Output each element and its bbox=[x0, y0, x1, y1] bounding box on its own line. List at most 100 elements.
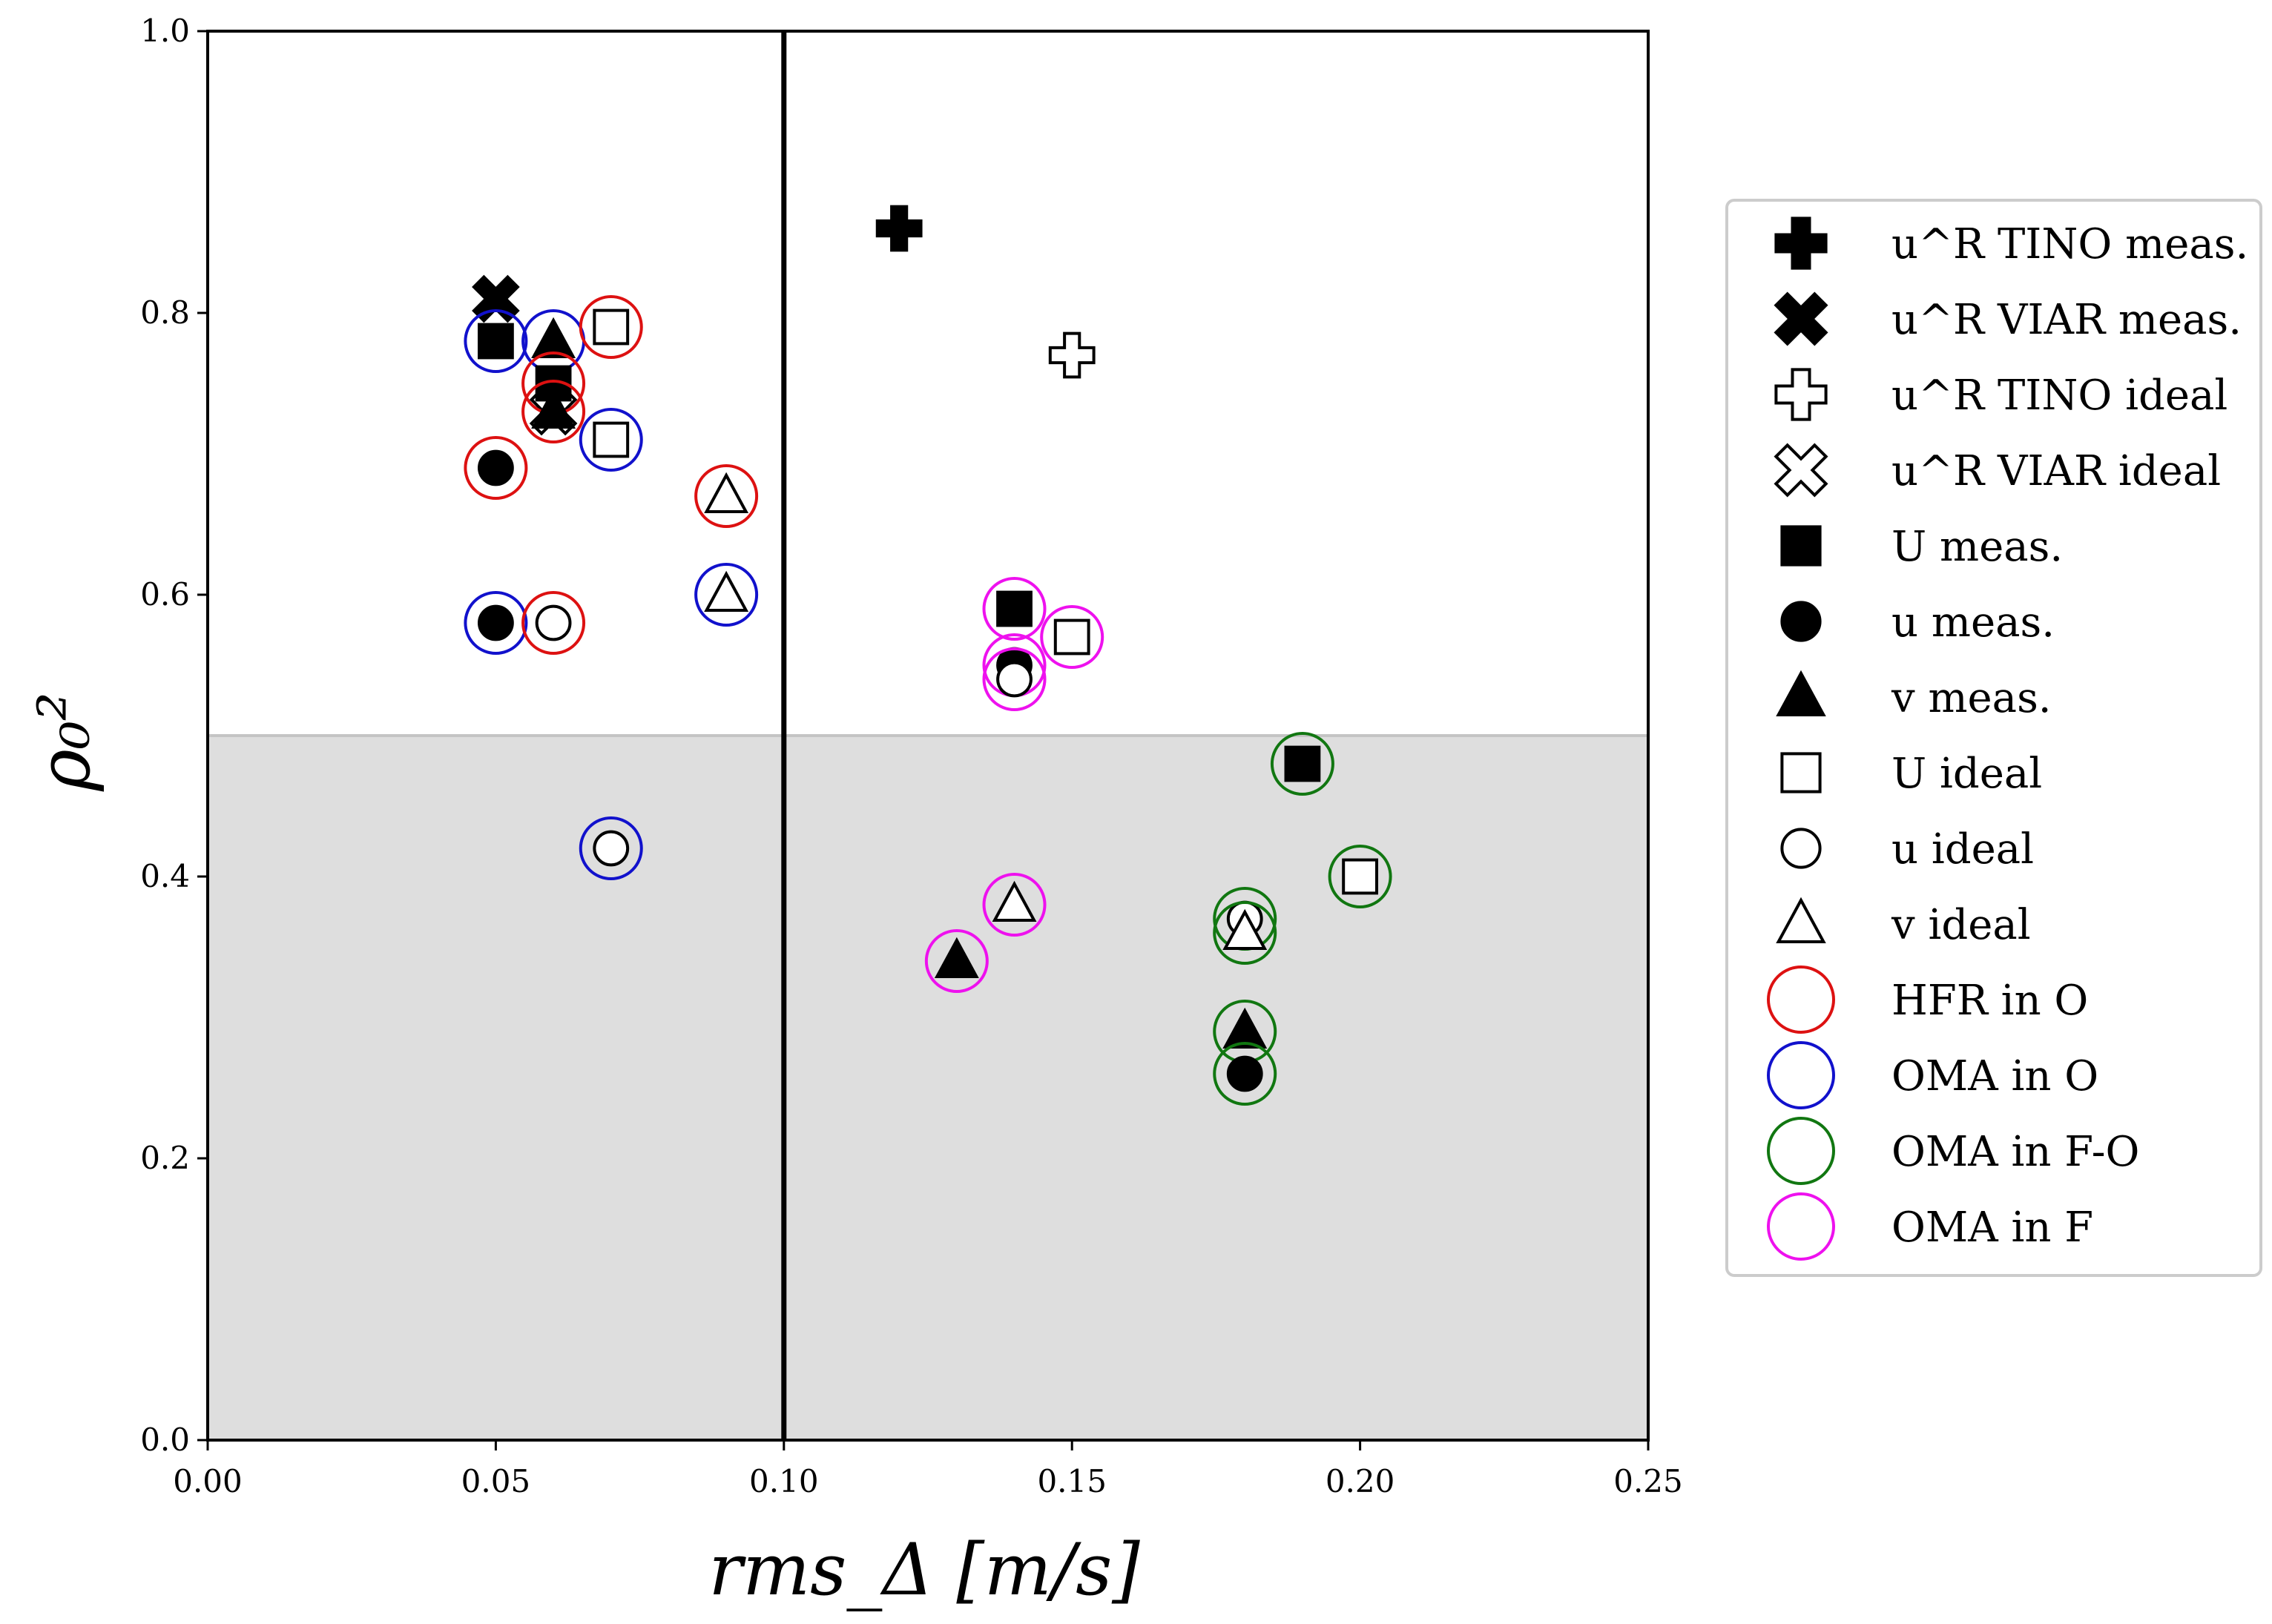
data-point bbox=[694, 464, 759, 528]
point-marker-v_ideal bbox=[1222, 908, 1268, 950]
x-tick-label: 0.15 bbox=[1037, 1463, 1107, 1499]
data-point bbox=[1270, 732, 1334, 796]
data-point bbox=[521, 380, 586, 443]
data-point bbox=[464, 309, 528, 373]
y-tick-label: 0.0 bbox=[140, 1422, 190, 1458]
point-ring-OMA_O bbox=[464, 591, 528, 655]
data-point bbox=[579, 295, 643, 359]
point-marker-u_meas bbox=[478, 449, 514, 486]
legend-ring-OMA_F bbox=[1767, 1192, 1835, 1261]
point-ring-OMA_F bbox=[982, 873, 1047, 937]
point-marker-u_ideal bbox=[593, 830, 630, 867]
point-ring-HFR_O bbox=[579, 295, 643, 359]
point-ring-HFR_O bbox=[694, 464, 759, 528]
data-point bbox=[521, 591, 586, 655]
shaded-region bbox=[208, 736, 1648, 1440]
point-marker-v_meas bbox=[531, 317, 576, 358]
y-tick-label: 0.6 bbox=[140, 576, 190, 613]
point-ring-OMA_O bbox=[694, 563, 759, 627]
legend: u^R TINO meas. u^R VIAR meas. u^R TINO ide… bbox=[1725, 199, 2262, 1277]
point-ring-OMA_FO bbox=[1328, 845, 1392, 908]
point-marker-tino_meas bbox=[875, 205, 923, 252]
point-marker-u_ideal bbox=[996, 661, 1033, 698]
point-ring-HFR_O bbox=[521, 591, 586, 655]
legend-item: u^R VIAR ideal bbox=[1774, 443, 2221, 498]
legend-label: HFR in O bbox=[1891, 977, 2088, 1025]
legend-label: u^R TINO ideal bbox=[1891, 372, 2227, 420]
point-marker-v_meas bbox=[934, 937, 979, 978]
point-marker-u_meas bbox=[1226, 1055, 1263, 1092]
point-ring-OMA_F bbox=[982, 577, 1047, 641]
data-point bbox=[1328, 845, 1392, 908]
data-point bbox=[579, 816, 643, 880]
point-marker-v_meas bbox=[1222, 1007, 1268, 1049]
legend-marker-U_ideal bbox=[1780, 752, 1822, 793]
legend-item: OMA in F bbox=[1767, 1192, 2093, 1261]
legend-item: u^R VIAR meas. bbox=[1774, 291, 2242, 346]
data-point bbox=[982, 647, 1047, 711]
legend-marker-u_ideal bbox=[1780, 828, 1822, 869]
x-tick-label: 0.00 bbox=[173, 1463, 243, 1499]
point-marker-U_meas bbox=[996, 590, 1033, 627]
legend-label: OMA in O bbox=[1891, 1052, 2098, 1100]
point-ring-OMA_FO bbox=[1213, 901, 1277, 965]
legend-label: U ideal bbox=[1891, 750, 2042, 798]
point-ring-OMA_O bbox=[579, 816, 643, 880]
data-point bbox=[924, 929, 989, 993]
point-ring-OMA_O bbox=[464, 309, 528, 373]
legend-ring-HFR_O bbox=[1767, 966, 1835, 1034]
data-point bbox=[464, 591, 528, 655]
legend-item: U meas. bbox=[1780, 523, 2063, 571]
legend-marker-tino_ideal bbox=[1774, 368, 1828, 421]
point-marker-v_ideal bbox=[704, 570, 749, 612]
point-marker-u_meas bbox=[478, 604, 514, 641]
legend-label: v ideal bbox=[1891, 901, 2031, 949]
point-ring-OMA_FO bbox=[1270, 732, 1334, 796]
point-marker-v_meas bbox=[531, 387, 576, 429]
legend-item: v ideal bbox=[1776, 897, 2031, 949]
legend-label: U meas. bbox=[1891, 523, 2063, 571]
legend-item: v meas. bbox=[1776, 670, 2052, 722]
x-axis-label: rms_Δ [m/s] bbox=[708, 1528, 1140, 1611]
data-point bbox=[1213, 901, 1277, 965]
legend-label: u^R VIAR ideal bbox=[1891, 447, 2221, 495]
legend-marker-viar_ideal bbox=[1774, 443, 1828, 498]
legend-item: U ideal bbox=[1780, 750, 2042, 798]
legend-item: OMA in O bbox=[1767, 1041, 2098, 1109]
legend-marker-viar_meas bbox=[1774, 291, 1828, 346]
y-tick-label: 0.2 bbox=[140, 1140, 190, 1176]
legend-label: u^R TINO meas. bbox=[1891, 220, 2248, 268]
plot-frame bbox=[206, 30, 1650, 1442]
legend-marker-tino_meas bbox=[1774, 217, 1828, 270]
data-point bbox=[1213, 1042, 1277, 1106]
point-marker-viar_meas bbox=[472, 274, 520, 323]
legend-label: u ideal bbox=[1891, 825, 2034, 874]
legend-ring-OMA_FO bbox=[1767, 1117, 1835, 1185]
y-axis-label: ρ₀² bbox=[23, 692, 106, 791]
legend-marker-u_meas bbox=[1780, 601, 1822, 642]
legend-marker-v_ideal bbox=[1776, 897, 1826, 943]
y-tick-label: 0.4 bbox=[140, 858, 190, 894]
point-marker-tino_ideal bbox=[1048, 331, 1096, 379]
y-tick-label: 0.8 bbox=[140, 294, 190, 331]
point-marker-U_ideal bbox=[593, 308, 630, 346]
plot-area bbox=[208, 31, 1648, 1440]
legend-label: v meas. bbox=[1891, 674, 2052, 722]
legend-item: u^R TINO ideal bbox=[1774, 368, 2227, 421]
legend-item: u meas. bbox=[1780, 598, 2055, 647]
x-tick-label: 0.05 bbox=[461, 1463, 531, 1499]
point-marker-U_ideal bbox=[1053, 618, 1090, 656]
y-tick-label: 1.0 bbox=[140, 13, 190, 49]
legend-marker-v_meas bbox=[1776, 670, 1826, 716]
point-marker-U_ideal bbox=[593, 421, 630, 458]
point-ring-HFR_O bbox=[521, 380, 586, 443]
legend-label: u meas. bbox=[1891, 598, 2055, 647]
data-points bbox=[464, 205, 1392, 1106]
legend-label: OMA in F bbox=[1891, 1204, 2093, 1252]
legend-label: OMA in F-O bbox=[1891, 1128, 2139, 1176]
data-point bbox=[464, 436, 528, 500]
point-marker-u_ideal bbox=[535, 604, 572, 641]
point-ring-OMA_F bbox=[1040, 605, 1104, 669]
point-ring-OMA_F bbox=[982, 647, 1047, 711]
